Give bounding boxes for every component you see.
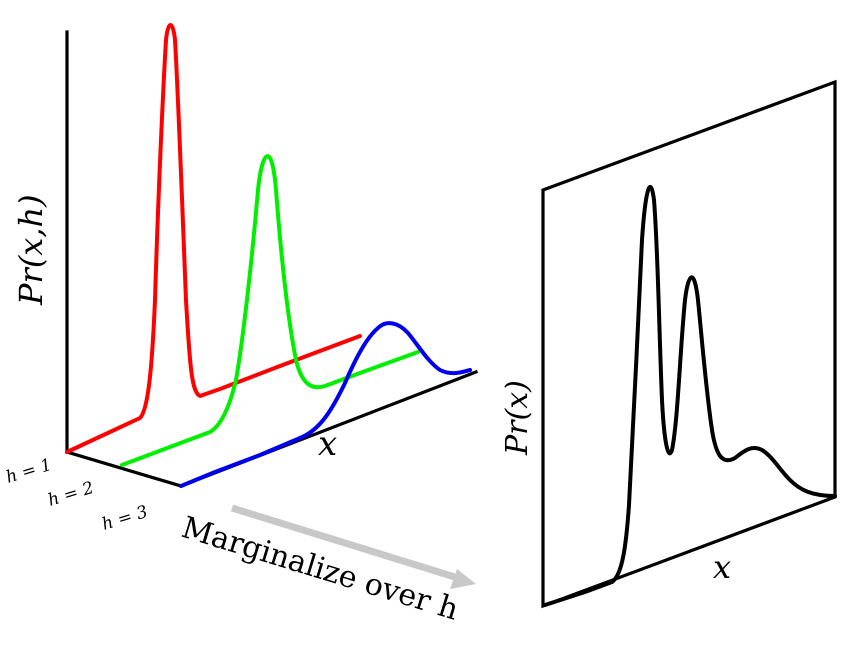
- marginal-curve: [543, 185, 837, 607]
- marginalize-arrow: Marginalize over h: [178, 504, 476, 628]
- marginal-distribution-panel: x Pr(x): [500, 79, 837, 609]
- joint-x-axis-label: x: [318, 424, 337, 464]
- series-h1-curve: [65, 23, 362, 454]
- marginal-x-axis-label: x: [713, 548, 731, 586]
- joint-distribution-panel: x Pr(x,h) h = 1 h = 2 h = 3: [4, 23, 479, 535]
- marginal-y-axis-label: Pr(x): [500, 380, 535, 456]
- h-depth-axis: [65, 450, 183, 488]
- series-h3-curve: [179, 321, 472, 488]
- h2-label: h = 2: [46, 478, 97, 511]
- joint-y-axis-label: Pr(x,h): [12, 194, 50, 306]
- h3-label: h = 3: [100, 502, 151, 535]
- arrow-head-icon: [450, 569, 476, 589]
- h1-label: h = 1: [4, 455, 55, 488]
- series-h2-curve: [120, 154, 420, 467]
- marginal-plot-frame: [541, 79, 837, 609]
- arrow-shaft: [230, 504, 460, 582]
